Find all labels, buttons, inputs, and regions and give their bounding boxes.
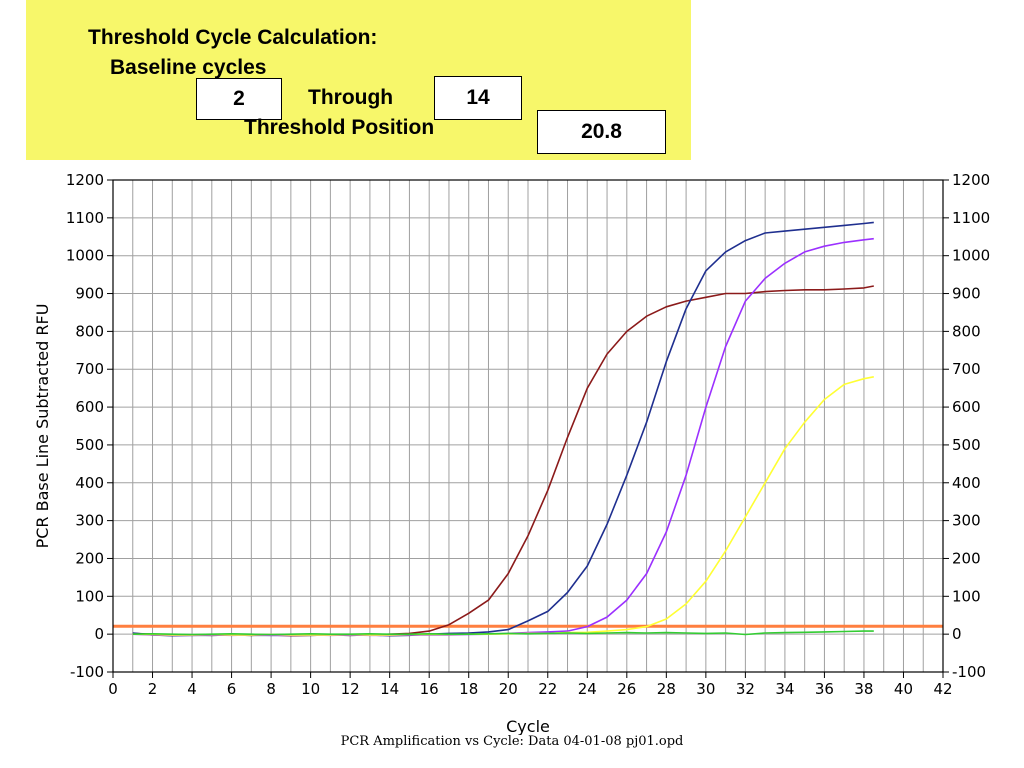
x-tick-label: 16 — [420, 680, 439, 698]
y-tick-label-right: 1000 — [952, 247, 990, 265]
x-tick-label: 18 — [459, 680, 478, 698]
x-axis-label: Cycle — [506, 717, 550, 735]
x-tick-label: 22 — [538, 680, 557, 698]
x-tick-label: 32 — [736, 680, 755, 698]
plot-border — [112, 179, 944, 673]
y-tick-label-right: 1200 — [952, 171, 990, 189]
y-tick-label-left: 400 — [75, 474, 104, 492]
y-tick-label-right: 300 — [952, 512, 981, 530]
chart-grid — [113, 180, 943, 672]
y-axis-label: PCR Base Line Subtracted RFU — [33, 304, 52, 549]
y-tick-label-right: 400 — [952, 474, 981, 492]
series-line-5 — [132, 630, 874, 636]
y-tick-label-left: 700 — [75, 360, 104, 378]
y-tick-label-right: 200 — [952, 549, 981, 567]
y-tick-label-right: 100 — [952, 587, 981, 605]
y-tick-label-left: 1200 — [66, 171, 104, 189]
x-tick-label: 26 — [617, 680, 636, 698]
x-tick-label: 10 — [301, 680, 320, 698]
y-tick-label-left: 200 — [75, 549, 104, 567]
y-tick-label-left: 1000 — [66, 247, 104, 265]
pcr-amplification-chart: 0 2 4 6 8 10 12 14 16 18 20 22 24 26 28 30 32 34 36 38 40 42-… — [33, 171, 990, 735]
series-line-1 — [132, 285, 874, 637]
x-tick-label: 28 — [657, 680, 676, 698]
baseline-label: Baseline cycles — [110, 56, 267, 79]
x-tick-label: 0 — [108, 680, 118, 698]
x-tick-label: 34 — [775, 680, 794, 698]
baseline-end-field[interactable]: 14 — [434, 76, 522, 120]
series-line-2 — [132, 221, 874, 637]
x-tick-label: 2 — [148, 680, 158, 698]
through-label: Through — [308, 86, 394, 109]
x-tick-label: 24 — [578, 680, 597, 698]
y-tick-label-left: 1100 — [66, 209, 104, 227]
y-tick-label-left: 500 — [75, 436, 104, 454]
x-tick-label: 8 — [266, 680, 276, 698]
x-tick-label: 42 — [933, 680, 952, 698]
x-tick-label: 20 — [499, 680, 518, 698]
chart-series — [132, 221, 874, 637]
plot-frame — [112, 179, 944, 673]
x-tick-label: 40 — [894, 680, 913, 698]
x-tick-label: 38 — [854, 680, 873, 698]
axis-ticks: 0 2 4 6 8 10 12 14 16 18 20 22 24 26 28 30 32 34 36 38 40 42-… — [66, 171, 990, 698]
y-tick-label-right: 700 — [952, 360, 981, 378]
y-tick-label-left: 0 — [94, 625, 104, 643]
x-tick-label: 12 — [341, 680, 360, 698]
baseline-start-field[interactable]: 2 — [196, 78, 282, 120]
y-tick-label-right: 900 — [952, 285, 981, 303]
threshold-value-field[interactable]: 20.8 — [537, 110, 666, 154]
y-tick-label-right: 1100 — [952, 209, 990, 227]
series-line-3 — [132, 237, 874, 637]
y-tick-label-right: 600 — [952, 398, 981, 416]
y-tick-label-left: 800 — [75, 322, 104, 340]
y-tick-label-right: -100 — [952, 663, 986, 681]
y-tick-label-left: 600 — [75, 398, 104, 416]
y-tick-label-left: 900 — [75, 285, 104, 303]
y-tick-label-left: 300 — [75, 512, 104, 530]
y-tick-label-left: 100 — [75, 587, 104, 605]
x-tick-label: 4 — [187, 680, 197, 698]
panel-title: Threshold Cycle Calculation: — [88, 26, 378, 49]
y-tick-label-right: 500 — [952, 436, 981, 454]
y-tick-label-right: 800 — [952, 322, 981, 340]
y-tick-label-left: -100 — [70, 663, 104, 681]
x-tick-label: 14 — [380, 680, 399, 698]
chart-caption: PCR Amplification vs Cycle: Data 04-01-0… — [340, 734, 684, 749]
y-tick-label-right: 0 — [952, 625, 962, 643]
threshold-label: Threshold Position — [244, 116, 435, 139]
x-tick-label: 36 — [815, 680, 834, 698]
x-tick-label: 6 — [227, 680, 237, 698]
x-tick-label: 30 — [696, 680, 715, 698]
